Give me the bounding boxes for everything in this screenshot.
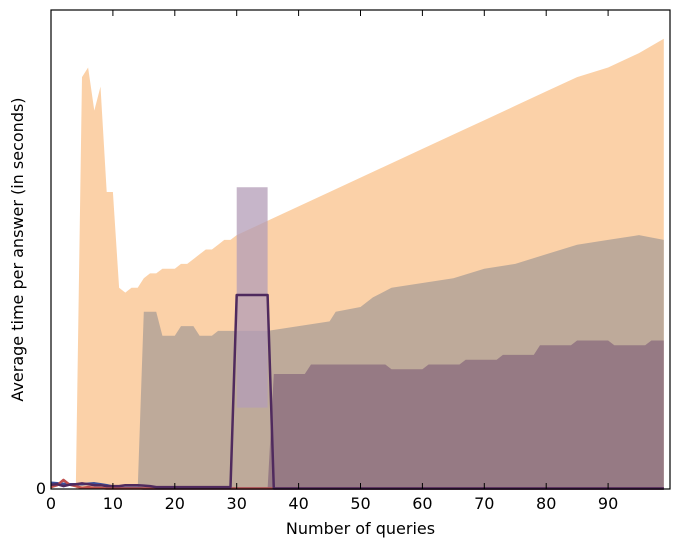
x-tick-label: 30: [227, 494, 247, 513]
x-tick-label: 0: [46, 494, 56, 513]
y-tick-label: 0: [36, 479, 46, 498]
area-layer: [51, 38, 664, 489]
x-tick-label: 90: [598, 494, 618, 513]
x-tick-label: 70: [474, 494, 494, 513]
y-axis-label: Average time per answer (in seconds): [8, 97, 27, 401]
area-band-4: [236, 187, 268, 408]
x-tick-label: 80: [536, 494, 556, 513]
x-tick-label: 50: [350, 494, 370, 513]
x-axis-label: Number of queries: [286, 519, 435, 538]
area-band-3: [51, 340, 664, 489]
x-tick-label: 10: [103, 494, 123, 513]
x-tick-label: 20: [165, 494, 185, 513]
x-tick-label: 40: [288, 494, 308, 513]
x-tick-label: 60: [412, 494, 432, 513]
tick-layer: 0 10 20 30 40 50 60 70 80 90 0: [36, 10, 618, 513]
